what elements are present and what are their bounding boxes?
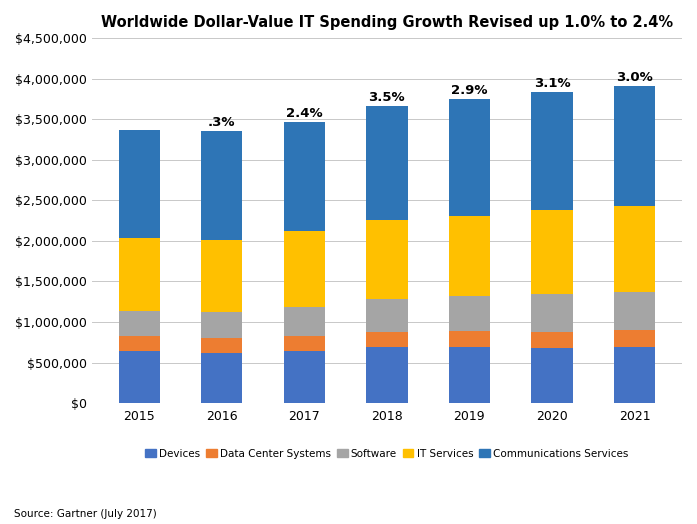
Bar — [614, 292, 655, 331]
Bar — [201, 353, 243, 403]
Bar — [449, 215, 490, 296]
Text: 2.9%: 2.9% — [451, 84, 488, 97]
Bar — [614, 331, 655, 347]
Bar — [449, 296, 490, 331]
Bar — [449, 331, 490, 347]
Text: .3%: .3% — [208, 116, 236, 129]
Bar — [366, 220, 408, 299]
Text: 2.4%: 2.4% — [286, 107, 323, 120]
Bar — [366, 332, 408, 347]
Bar — [614, 347, 655, 403]
Legend: Devices, Data Center Systems, Software, IT Services, Communications Services: Devices, Data Center Systems, Software, … — [141, 445, 632, 463]
Bar — [531, 332, 573, 348]
Bar — [284, 307, 325, 336]
Bar — [531, 294, 573, 332]
Bar — [118, 238, 160, 311]
Bar — [614, 86, 655, 206]
Text: 3.1%: 3.1% — [534, 77, 570, 90]
Bar — [201, 312, 243, 339]
Bar — [366, 347, 408, 403]
Bar — [284, 351, 325, 403]
Text: 3.0%: 3.0% — [616, 71, 653, 84]
Bar — [118, 130, 160, 238]
Text: 3.5%: 3.5% — [369, 91, 405, 104]
Bar — [118, 351, 160, 403]
Bar — [366, 299, 408, 332]
Bar — [284, 122, 325, 231]
Bar — [118, 336, 160, 351]
Bar — [531, 210, 573, 294]
Bar — [366, 106, 408, 220]
Bar — [201, 240, 243, 312]
Bar — [449, 347, 490, 403]
Bar — [531, 348, 573, 403]
Bar — [449, 99, 490, 215]
Bar — [201, 131, 243, 240]
Bar — [531, 92, 573, 210]
Bar — [201, 339, 243, 353]
Text: Source: Gartner (July 2017): Source: Gartner (July 2017) — [14, 509, 157, 519]
Bar — [614, 206, 655, 292]
Title: Worldwide Dollar-Value IT Spending Growth Revised up 1.0% to 2.4%: Worldwide Dollar-Value IT Spending Growt… — [101, 15, 673, 30]
Bar — [284, 231, 325, 307]
Bar — [284, 336, 325, 351]
Bar — [118, 311, 160, 336]
